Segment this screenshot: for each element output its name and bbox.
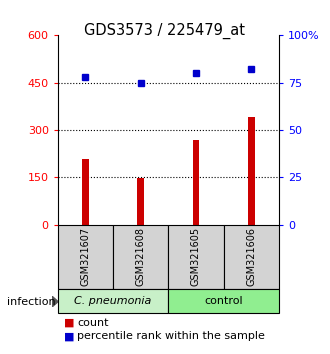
Bar (58, 225, 113, 289)
Bar (137, 178, 144, 225)
Text: ■: ■ (64, 331, 75, 341)
Text: infection: infection (7, 297, 55, 307)
Polygon shape (52, 296, 58, 307)
Text: GSM321608: GSM321608 (136, 227, 146, 286)
Bar (168, 225, 224, 289)
Bar (82, 159, 89, 225)
Text: GDS3573 / 225479_at: GDS3573 / 225479_at (84, 23, 246, 39)
Text: GSM321605: GSM321605 (191, 227, 201, 286)
Text: control: control (204, 296, 243, 306)
Text: GSM321607: GSM321607 (81, 227, 90, 286)
Text: count: count (77, 318, 108, 328)
Bar (223, 225, 279, 289)
Text: C. pneumonia: C. pneumonia (74, 296, 152, 306)
Bar (168, 289, 279, 313)
Text: percentile rank within the sample: percentile rank within the sample (77, 331, 265, 341)
Text: ■: ■ (64, 318, 75, 328)
Bar (58, 289, 168, 313)
Bar (113, 225, 168, 289)
Bar (193, 139, 199, 225)
Bar (248, 118, 254, 225)
Text: GSM321606: GSM321606 (246, 227, 256, 286)
